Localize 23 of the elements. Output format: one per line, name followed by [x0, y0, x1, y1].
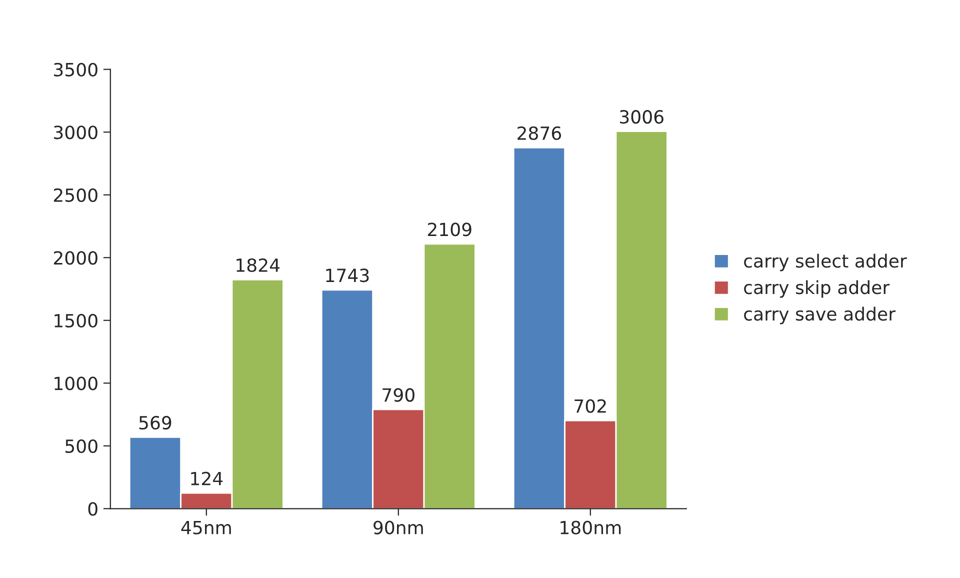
data-label: 3006 [620, 110, 664, 124]
y-tick-label: 3000 [54, 126, 98, 140]
y-tick-label: 1000 [54, 376, 98, 390]
y-tick-label: 0 [88, 502, 98, 516]
data-label: 1824 [236, 258, 280, 272]
y-tick-label: 2500 [54, 188, 98, 202]
data-label: 702 [574, 399, 606, 413]
x-tick-label: 45nm [181, 521, 231, 534]
x-tick-label: 90nm [374, 520, 423, 534]
data-label: 124 [191, 472, 223, 486]
data-label: 2109 [428, 222, 472, 236]
y-tick-label: 500 [66, 439, 98, 453]
y-tick-label: 2000 [54, 251, 98, 265]
x-tick-label: 180nm [560, 520, 621, 534]
legend-label: carry skip adder [744, 280, 890, 298]
data-label: 569 [139, 416, 172, 430]
y-tick-label: 3500 [54, 62, 98, 76]
data-label: 2876 [518, 126, 562, 140]
data-label: 1743 [326, 268, 369, 282]
legend-label: carry select adder [744, 254, 907, 272]
data-label: 790 [382, 388, 414, 402]
legend-label: carry save adder [744, 306, 896, 324]
y-tick-label: 1500 [54, 314, 98, 328]
